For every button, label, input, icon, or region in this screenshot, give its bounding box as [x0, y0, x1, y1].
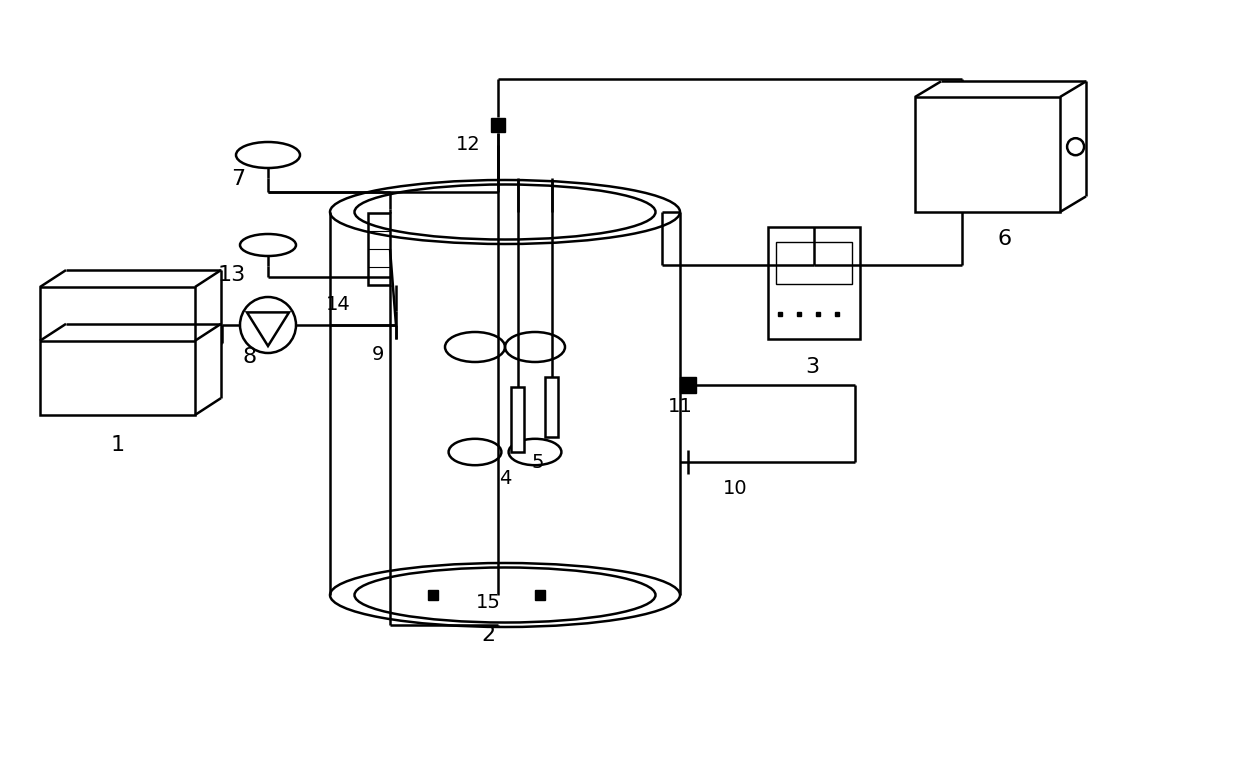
- Text: 14: 14: [326, 295, 351, 314]
- Text: 13: 13: [218, 265, 246, 285]
- Text: 12: 12: [455, 136, 480, 154]
- Bar: [776, 242, 852, 284]
- Text: 11: 11: [667, 397, 692, 416]
- Text: 5: 5: [532, 453, 544, 472]
- Text: 15: 15: [476, 592, 501, 611]
- Bar: [768, 227, 861, 339]
- Bar: [368, 213, 391, 285]
- Text: 4: 4: [498, 469, 511, 489]
- Text: 3: 3: [805, 357, 820, 377]
- Bar: [40, 287, 195, 415]
- Text: 6: 6: [998, 229, 1012, 249]
- Text: 1: 1: [110, 435, 125, 455]
- Bar: [511, 387, 525, 452]
- Text: 10: 10: [723, 479, 748, 499]
- Bar: [915, 97, 1060, 212]
- Text: 8: 8: [243, 347, 257, 367]
- Text: 7: 7: [231, 169, 246, 189]
- Text: 9: 9: [372, 345, 384, 364]
- Bar: [546, 377, 558, 437]
- Text: 2: 2: [481, 625, 495, 645]
